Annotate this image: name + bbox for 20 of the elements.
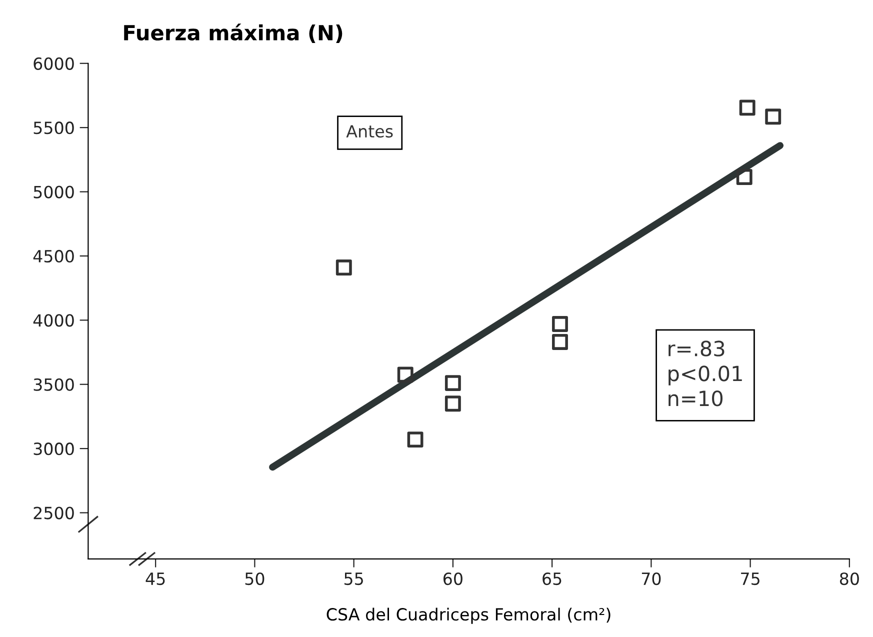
x-tick-label: 75: [741, 572, 760, 586]
y-tick-label: 5000: [34, 186, 74, 198]
x-tick-label: 70: [642, 572, 661, 586]
y-tick-label: 4000: [33, 314, 74, 327]
x-tick-label: 65: [542, 572, 562, 586]
y-tick-label: 3500: [34, 378, 74, 391]
annotation: r=.83 p<0.01 n=10: [668, 340, 742, 406]
x-tick-label: 50: [245, 572, 264, 586]
y-tick-label: 2500: [34, 506, 74, 520]
x-tick-label: 80: [840, 572, 859, 586]
annotation: Antes: [346, 125, 393, 138]
x-axis-title: CSA del Cuadriceps Femoral (cm²): [326, 608, 610, 624]
y-tick-label: 6000: [34, 57, 74, 70]
x-tick-label: 45: [146, 572, 165, 586]
x-tick-label: 55: [344, 572, 363, 586]
chart-title: Fuerza máxima (N): [124, 24, 342, 44]
y-tick-label: 5500: [34, 122, 74, 134]
y-tick-label: 3000: [34, 442, 74, 456]
y-tick-label: 4500: [33, 250, 74, 263]
x-tick-label: 60: [444, 572, 462, 586]
